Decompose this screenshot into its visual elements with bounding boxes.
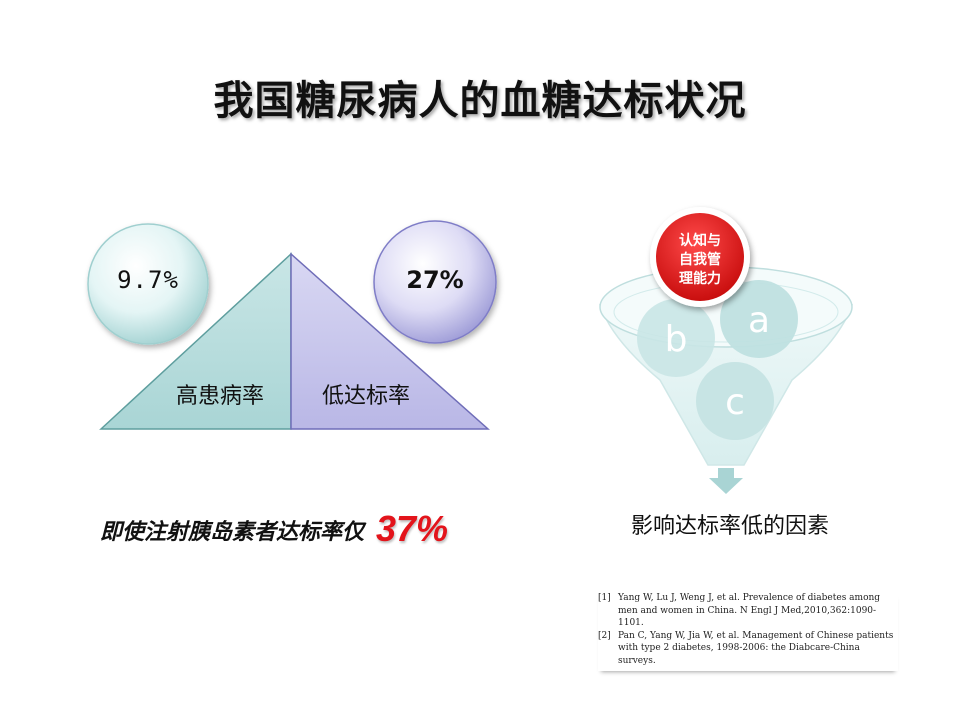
high-prevalence-label: 高患病率 (175, 384, 264, 409)
reference-text: Yang W, Lu J, Weng J, et al. Prevalence … (618, 593, 881, 628)
self-management-line-3: 理能力 (679, 270, 721, 287)
page-title: 我国糖尿病人的血糖达标状况 (213, 78, 747, 124)
reference-item: [2] Pan C, Yang W, Jia W, et al. Managem… (598, 630, 898, 668)
self-management-line-1: 认知与 (679, 232, 721, 249)
factor-label-b: b (665, 319, 688, 360)
references: [1] Yang W, Lu J, Weng J, et al. Prevale… (598, 592, 898, 671)
insulin-control-note: 即使注射胰岛素者达标率仅 37% (100, 506, 520, 549)
reference-number: [2] (598, 630, 611, 641)
control-bubble (373, 220, 497, 344)
down-arrow-icon (709, 468, 743, 494)
reference-item: [1] Yang W, Lu J, Weng J, et al. Prevale… (598, 592, 898, 630)
insulin-control-value: 37% (376, 508, 449, 549)
factor-label-a: a (748, 300, 770, 341)
triangle-right-half (290, 252, 490, 430)
factor-circle-b (637, 299, 715, 377)
reference-text: Pan C, Yang W, Jia W, et al. Management … (618, 630, 894, 666)
reference-number: [1] (598, 593, 611, 603)
insulin-note-text: 即使注射胰岛素者达标率仅 (100, 520, 365, 545)
factor-circle-a (720, 280, 798, 358)
factors-caption: 影响达标率低的因素 (630, 514, 829, 539)
self-management-line-2: 自我管 (679, 251, 721, 268)
factor-label-c: c (725, 382, 745, 423)
prevalence-bubble (87, 223, 209, 345)
self-management-circle-fill (656, 213, 744, 301)
control-rate-value: 27% (406, 266, 464, 294)
low-control-label: 低达标率 (321, 384, 410, 409)
prevalence-value: 9.7% (117, 266, 179, 294)
factor-circle-c (696, 362, 774, 440)
